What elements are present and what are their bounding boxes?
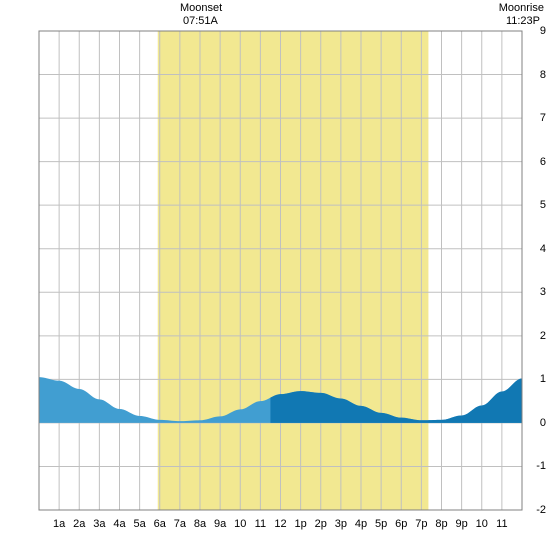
y-tick-label: 3 bbox=[526, 286, 546, 299]
x-tick-label: 8p bbox=[432, 518, 452, 531]
x-tick-label: 2p bbox=[311, 518, 331, 531]
x-tick-label: 6a bbox=[150, 518, 170, 531]
x-tick-label: 12 bbox=[271, 518, 291, 531]
y-tick-label: 6 bbox=[526, 156, 546, 169]
x-tick-label: 4a bbox=[110, 518, 130, 531]
x-tick-label: 8a bbox=[190, 518, 210, 531]
x-tick-label: 10 bbox=[472, 518, 492, 531]
x-tick-label: 11 bbox=[492, 518, 512, 531]
x-tick-label: 9a bbox=[210, 518, 230, 531]
y-tick-label: 4 bbox=[526, 243, 546, 256]
x-tick-label: 1a bbox=[49, 518, 69, 531]
y-tick-label: 7 bbox=[526, 112, 546, 125]
x-tick-label: 4p bbox=[351, 518, 371, 531]
x-tick-label: 3p bbox=[331, 518, 351, 531]
chart-svg bbox=[0, 0, 550, 550]
x-tick-label: 7a bbox=[170, 518, 190, 531]
x-tick-label: 7p bbox=[411, 518, 431, 531]
y-tick-label: 0 bbox=[526, 417, 546, 430]
x-tick-label: 2a bbox=[69, 518, 89, 531]
y-tick-label: 2 bbox=[526, 330, 546, 343]
y-tick-label: 8 bbox=[526, 69, 546, 82]
y-tick-label: 9 bbox=[526, 25, 546, 38]
tide-chart: Moonset 07:51A Moonrise 11:23P -2-101234… bbox=[0, 0, 550, 550]
y-tick-label: -1 bbox=[526, 460, 546, 473]
y-tick-label: 1 bbox=[526, 373, 546, 386]
y-tick-label: 5 bbox=[526, 199, 546, 212]
y-tick-label: -2 bbox=[526, 504, 546, 517]
x-tick-label: 3a bbox=[89, 518, 109, 531]
x-tick-label: 10 bbox=[230, 518, 250, 531]
x-tick-label: 6p bbox=[391, 518, 411, 531]
x-tick-label: 1p bbox=[291, 518, 311, 531]
x-tick-label: 5a bbox=[130, 518, 150, 531]
x-tick-label: 11 bbox=[250, 518, 270, 531]
x-tick-label: 5p bbox=[371, 518, 391, 531]
x-tick-label: 9p bbox=[452, 518, 472, 531]
